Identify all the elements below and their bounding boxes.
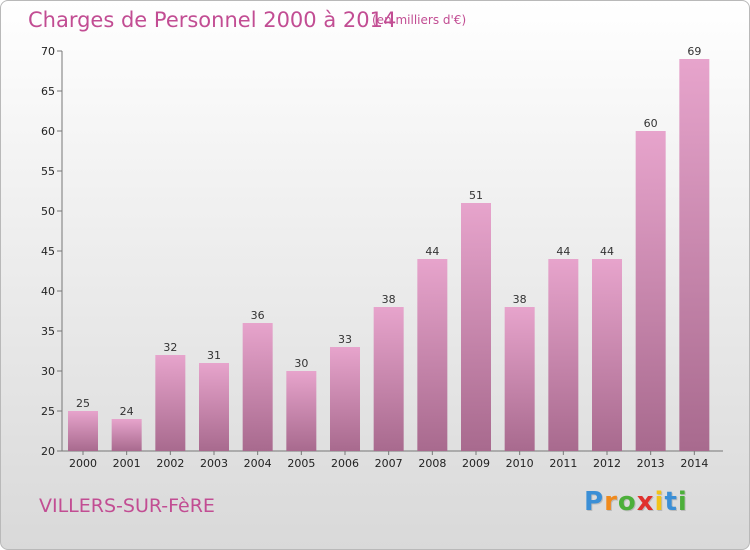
chart-subtitle: (en milliers d'€)	[372, 13, 467, 27]
y-tick-label: 65	[41, 85, 55, 98]
x-tick-label: 2007	[375, 457, 403, 470]
y-tick-label: 55	[41, 165, 55, 178]
logo-letter: x	[636, 487, 655, 517]
data-label: 51	[469, 189, 483, 202]
commune-name: VILLERS-SUR-FèRE	[39, 495, 215, 517]
x-tick-label: 2008	[418, 457, 446, 470]
bar	[68, 411, 98, 451]
bar	[286, 371, 317, 451]
bar	[592, 259, 622, 451]
logo-letter: i	[677, 487, 688, 517]
data-label: 36	[251, 309, 265, 322]
data-label: 69	[687, 45, 701, 58]
y-tick-label: 50	[41, 205, 55, 218]
x-tick-label: 2014	[680, 457, 708, 470]
bar	[635, 131, 666, 451]
y-tick-label: 30	[41, 365, 55, 378]
logo-letter: t	[664, 487, 678, 517]
logo-letter: o	[617, 487, 637, 517]
bar	[155, 355, 186, 451]
data-label: 38	[513, 293, 527, 306]
bar	[242, 323, 273, 451]
data-label: 38	[382, 293, 396, 306]
bar	[417, 259, 448, 451]
x-tick-label: 2009	[462, 457, 490, 470]
x-tick-label: 2013	[637, 457, 665, 470]
data-label: 32	[163, 341, 177, 354]
data-label: 30	[294, 357, 308, 370]
logo-letter: r	[604, 487, 618, 517]
x-tick-label: 2001	[113, 457, 141, 470]
bar	[111, 419, 142, 451]
y-tick-label: 25	[41, 405, 55, 418]
y-tick-label: 60	[41, 125, 55, 138]
data-label: 44	[556, 245, 570, 258]
bar	[199, 363, 229, 451]
bar	[504, 307, 535, 451]
bar	[330, 347, 360, 451]
logo-letter: P	[584, 487, 605, 517]
labels: 2000 25 2001 24 2002 32 2003 31 2004 36 2005 30 2006…	[69, 45, 708, 470]
data-label: 60	[644, 117, 658, 130]
y-tick-label: 20	[41, 445, 55, 458]
bar	[679, 59, 710, 451]
chart-title: Charges de Personnel 2000 à 2014	[28, 8, 397, 32]
y-tick-label: 45	[41, 245, 55, 258]
x-tick-label: 2010	[506, 457, 534, 470]
bar	[548, 259, 579, 451]
bar	[461, 203, 491, 451]
x-tick-label: 2002	[156, 457, 184, 470]
bar	[373, 307, 404, 451]
y-tick-label: 35	[41, 325, 55, 338]
proxiti-logo: Proxiti	[584, 487, 688, 517]
y-tick-label: 40	[41, 285, 55, 298]
y-tick-label: 70	[41, 45, 55, 58]
data-label: 24	[120, 405, 134, 418]
x-tick-label: 2012	[593, 457, 621, 470]
x-tick-label: 2011	[549, 457, 577, 470]
data-label: 44	[600, 245, 614, 258]
logo-letter: i	[654, 487, 665, 517]
data-label: 31	[207, 349, 221, 362]
data-label: 25	[76, 397, 90, 410]
data-label: 44	[425, 245, 439, 258]
x-tick-label: 2003	[200, 457, 228, 470]
x-tick-label: 2004	[244, 457, 272, 470]
x-tick-label: 2005	[287, 457, 315, 470]
x-tick-label: 2006	[331, 457, 359, 470]
data-label: 33	[338, 333, 352, 346]
bars	[68, 59, 710, 451]
x-tick-label: 2000	[69, 457, 97, 470]
